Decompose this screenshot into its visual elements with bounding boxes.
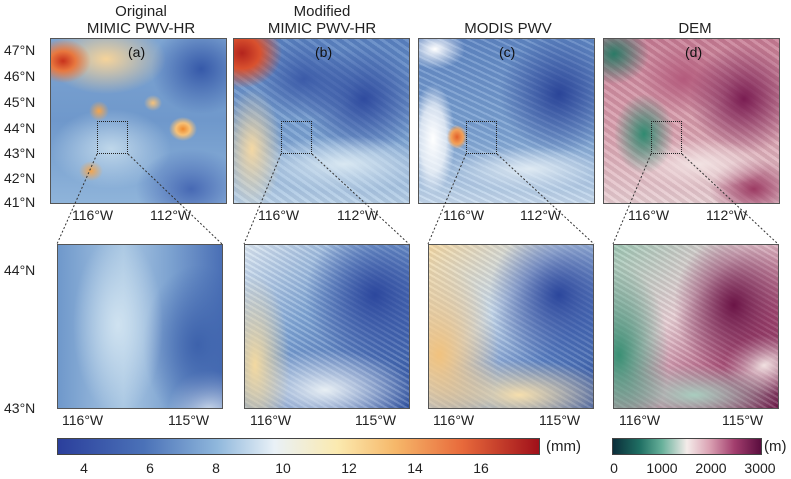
lon-tick: 112°W [150, 207, 192, 223]
lat-tick: 45°N [4, 94, 36, 110]
zoom-lat-tick: 43°N [4, 400, 36, 416]
pwv-tick: 8 [212, 460, 220, 476]
panel-d-title-line2: DEM [678, 20, 712, 37]
dem-tick: 3000 [744, 460, 776, 476]
zoom-lon-tick: 116°W [619, 412, 661, 428]
zoom-box-b [281, 121, 312, 154]
panel-b-title-line2: MIMIC PWV-HR [267, 20, 377, 37]
panel-a-label: (a) [128, 44, 146, 60]
zoom-panel-c [428, 244, 594, 409]
zoom-panel-a [57, 244, 223, 409]
zoom-lon-tick: 116°W [250, 412, 292, 428]
lon-tick: 112°W [337, 207, 379, 223]
zoom-panel-b [244, 244, 410, 409]
pwv-tick: 4 [80, 460, 88, 476]
lat-tick: 46°N [4, 68, 36, 84]
dem-tick: 0 [610, 460, 618, 476]
zoom-lon-tick: 115°W [722, 412, 764, 428]
lat-tick: 43°N [4, 145, 36, 161]
zoom-box-d [651, 121, 682, 154]
pwv-unit-label: (mm) [546, 438, 581, 455]
panel-c-label: (c) [499, 44, 516, 60]
lon-tick: 116°W [628, 207, 670, 223]
lon-tick: 116°W [72, 207, 114, 223]
panel-c-title: MODIS PWV [413, 20, 603, 37]
panel-c-title-line2: MODIS PWV [464, 20, 552, 37]
lon-tick: 112°W [706, 207, 748, 223]
panel-b-map [233, 38, 410, 204]
panel-a-title: Original MIMIC PWV-HR [46, 3, 236, 37]
lon-tick: 112°W [520, 207, 562, 223]
zoom-box-a [97, 121, 128, 154]
panel-b-title-line1: Modified [293, 3, 351, 20]
panel-a-title-line1: Original [115, 3, 167, 20]
zoom-box-c [466, 121, 497, 154]
panel-b-label: (b) [315, 44, 333, 60]
zoom-lat-tick: 44°N [4, 262, 36, 278]
panel-a-title-line2: MIMIC PWV-HR [86, 20, 196, 37]
dem-tick: 2000 [695, 460, 727, 476]
panel-b-title: Modified MIMIC PWV-HR [227, 3, 417, 37]
zoom-lon-tick: 115°W [539, 412, 581, 428]
zoom-lon-tick: 116°W [433, 412, 475, 428]
pwv-tick: 14 [407, 460, 423, 476]
panel-d-title: DEM [600, 20, 790, 37]
zoom-lon-tick: 115°W [168, 412, 210, 428]
pwv-tick: 16 [473, 460, 489, 476]
lat-tick: 44°N [4, 120, 36, 136]
pwv-tick: 10 [275, 460, 291, 476]
dem-colorbar [612, 438, 762, 455]
dem-unit-label: (m) [764, 438, 787, 455]
pwv-tick: 12 [341, 460, 357, 476]
panel-d-label: (d) [685, 44, 703, 60]
lat-tick: 47°N [4, 42, 36, 58]
lat-tick: 42°N [4, 170, 36, 186]
lon-tick: 116°W [443, 207, 485, 223]
panel-c-map [418, 38, 595, 204]
zoom-lon-tick: 116°W [62, 412, 104, 428]
panel-d-map [603, 38, 780, 204]
lat-tick: 41°N [4, 194, 36, 210]
panel-a-map [50, 38, 227, 204]
zoom-lon-tick: 115°W [355, 412, 397, 428]
pwv-tick: 6 [146, 460, 154, 476]
lon-tick: 116°W [258, 207, 300, 223]
dem-tick: 1000 [646, 460, 678, 476]
zoom-panel-d [613, 244, 779, 409]
pwv-colorbar [57, 438, 540, 455]
